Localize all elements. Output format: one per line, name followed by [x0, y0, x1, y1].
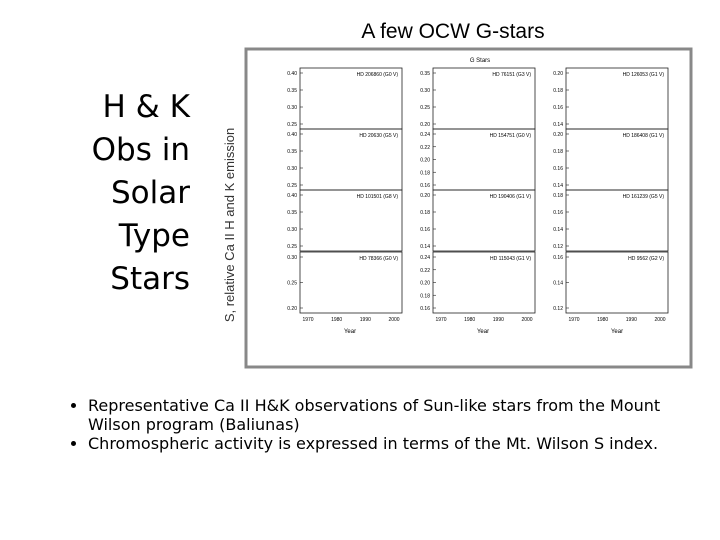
y-tick-label: 0.18: [420, 210, 430, 216]
y-tick-label: 0.35: [287, 210, 297, 216]
x-tick-label: 2000: [388, 317, 399, 323]
y-tick-label: 0.20: [420, 281, 430, 287]
inner-title: G Stars: [470, 58, 490, 64]
y-tick-label: 0.14: [553, 183, 563, 189]
panel: [432, 189, 536, 252]
x-tick-label: 1980: [464, 317, 475, 323]
y-tick-label: 0.12: [553, 244, 563, 250]
y-tick-label: 0.30: [287, 227, 297, 233]
y-tick-label: 0.24: [420, 255, 430, 261]
y-tick-label: 0.25: [420, 105, 430, 111]
y-tick-label: 0.16: [553, 255, 563, 261]
x-tick-label: 1980: [597, 317, 608, 323]
x-tick-label: 1970: [435, 317, 446, 323]
x-axis-label: Year: [344, 329, 356, 335]
y-tick-label: 0.14: [553, 227, 563, 233]
y-tick-label: 0.18: [553, 149, 563, 155]
x-tick-label: 1970: [302, 317, 313, 323]
y-tick-label: 0.25: [287, 281, 297, 287]
y-tick-label: 0.25: [287, 122, 297, 128]
y-tick-label: 0.40: [287, 193, 297, 199]
y-tick-label: 0.18: [553, 193, 563, 199]
y-tick-label: 0.14: [420, 244, 430, 250]
panel: [565, 189, 669, 252]
y-tick-label: 0.20: [420, 158, 430, 164]
y-tick-label: 0.16: [553, 166, 563, 172]
x-tick-label: 1990: [626, 317, 637, 323]
y-tick-label: 0.30: [287, 166, 297, 172]
title-line: Obs in: [91, 132, 190, 168]
y-tick-label: 0.18: [420, 170, 430, 176]
title-line: Solar: [111, 175, 190, 211]
panel-label: HD 186408 (G1 V): [623, 133, 665, 139]
y-tick-label: 0.25: [287, 244, 297, 250]
y-tick-label: 0.14: [553, 122, 563, 128]
y-tick-label: 0.22: [420, 145, 430, 151]
x-tick-label: 1970: [568, 317, 579, 323]
y-tick-label: 0.12: [553, 306, 563, 312]
bullet: Chromospheric activity is expressed in t…: [88, 434, 708, 453]
y-tick-label: 0.16: [553, 210, 563, 216]
x-axis-label: Year: [611, 329, 623, 335]
y-tick-label: 0.16: [420, 306, 430, 312]
y-tick-label: 0.40: [287, 132, 297, 138]
bullet: Representative Ca II H&K observations of…: [88, 396, 708, 434]
slide-title: H & K Obs in Solar Type Stars: [92, 86, 190, 301]
y-tick-label: 0.20: [420, 193, 430, 199]
panel-label: HD 206860 (G0 V): [357, 72, 399, 78]
panel-label: HD 190406 (G1 V): [490, 194, 532, 200]
y-axis-label: S, relative Ca II H and K emission: [222, 128, 237, 322]
title-line: H & K: [102, 89, 190, 125]
y-tick-label: 0.35: [287, 149, 297, 155]
y-tick-label: 0.18: [553, 88, 563, 94]
figure: A few OCW G-stars S, relative Ca II H an…: [222, 20, 693, 369]
y-tick-label: 0.24: [420, 132, 430, 138]
panel-label: HD 115043 (G1 V): [490, 256, 531, 262]
y-tick-label: 0.30: [287, 255, 297, 261]
y-tick-label: 0.30: [287, 105, 297, 111]
x-tick-label: 2000: [654, 317, 665, 323]
panel-label: HD 161239 (G5 V): [623, 194, 665, 200]
y-tick-label: 0.20: [553, 132, 563, 138]
panel-label: HD 76151 (G3 V): [492, 72, 531, 78]
y-tick-label: 0.25: [287, 183, 297, 189]
x-tick-label: 1990: [493, 317, 504, 323]
title-line: Stars: [110, 261, 190, 297]
y-tick-label: 0.20: [420, 122, 430, 128]
figure-frame: [244, 47, 693, 369]
y-tick-label: 0.22: [420, 268, 430, 274]
y-tick-label: 0.20: [553, 71, 563, 77]
panel-label: HD 154751 (G0 V): [490, 133, 532, 139]
x-tick-label: 1980: [331, 317, 342, 323]
y-tick-label: 0.30: [420, 88, 430, 94]
y-tick-label: 0.18: [420, 293, 430, 299]
panel: [299, 189, 403, 252]
panel-label: HD 9562 (G2 V): [628, 256, 664, 262]
y-tick-label: 0.16: [420, 227, 430, 233]
y-tick-label: 0.35: [420, 71, 430, 77]
panel-label: HD 78366 (G0 V): [359, 256, 398, 262]
y-tick-label: 0.35: [287, 88, 297, 94]
x-tick-label: 2000: [521, 317, 532, 323]
figure-caption: A few OCW G-stars: [361, 20, 544, 43]
y-tick-label: 0.16: [553, 105, 563, 111]
y-tick-label: 0.40: [287, 71, 297, 77]
x-axis-label: Year: [477, 329, 489, 335]
panel-label: HD 20630 (G5 V): [359, 133, 398, 139]
panel-label: HD 126053 (G1 V): [623, 72, 665, 78]
bullet-list: Representative Ca II H&K observations of…: [62, 396, 708, 453]
x-tick-label: 1990: [360, 317, 371, 323]
title-line: Type: [118, 218, 190, 254]
y-tick-label: 0.16: [420, 183, 430, 189]
y-tick-label: 0.14: [553, 281, 563, 287]
panel-label: HD 101501 (G8 V): [357, 194, 399, 200]
y-tick-label: 0.20: [287, 306, 297, 312]
